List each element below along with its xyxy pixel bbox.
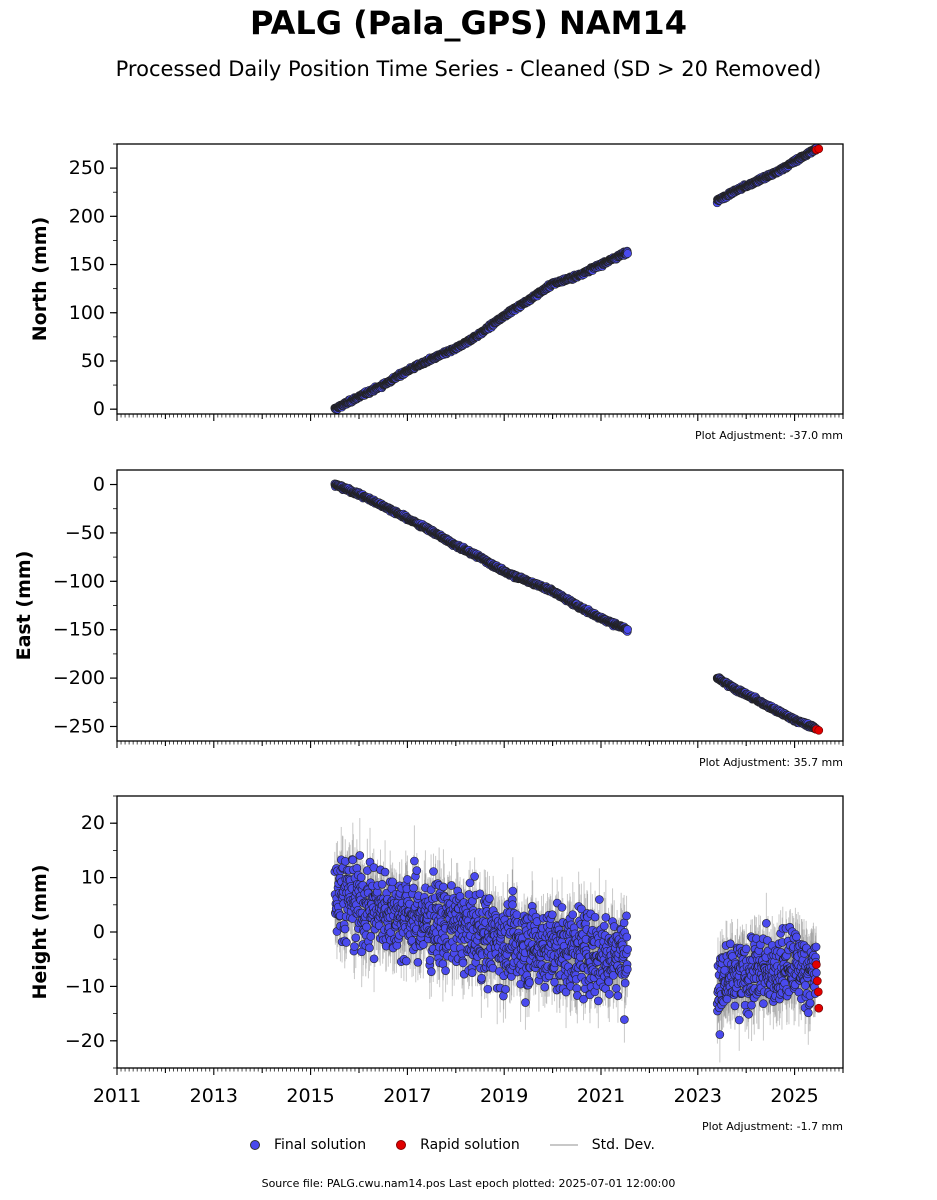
plot-adjustment-note: Plot Adjustment: -37.0 mm [695, 429, 843, 442]
chart-subtitle: Processed Daily Position Time Series - C… [115, 57, 822, 81]
final-point [623, 249, 632, 258]
plot-area [330, 144, 824, 414]
final-points [330, 479, 632, 636]
plot-area [330, 479, 824, 735]
rapid-point [814, 144, 824, 154]
panel-1: 0 50 100 150 200 250 North (mm) Plot Adjustment… [29, 143, 844, 442]
y-axis-label: North (mm) [29, 217, 51, 342]
final-points [712, 144, 821, 208]
y-tick-label: 200 [69, 205, 105, 227]
rapid-points [812, 144, 824, 155]
y-tick-label: 150 [69, 254, 105, 276]
chart-title: PALG (Pala_GPS) NAM14 [250, 4, 687, 42]
final-points [330, 246, 632, 414]
y-tick-label: 0 [93, 398, 105, 420]
plot-frame [116, 143, 844, 415]
y-tick-label: 100 [69, 302, 105, 324]
y-tick-label: 50 [81, 350, 105, 372]
y-tick-label: 250 [69, 157, 105, 179]
